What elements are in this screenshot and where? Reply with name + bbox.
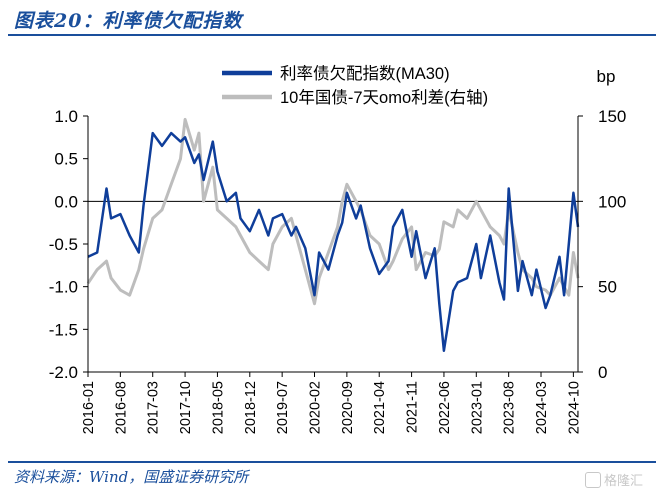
watermark-logo-icon bbox=[585, 472, 601, 488]
x-tick-label: 2016-08 bbox=[113, 381, 129, 434]
x-tick-label: 2023-08 bbox=[502, 381, 518, 434]
x-tick-label: 2018-05 bbox=[210, 381, 226, 434]
x-tick-label: 2021-11 bbox=[405, 381, 421, 433]
x-tick-label: 2020-09 bbox=[340, 381, 356, 434]
left-tick-label: -2.0 bbox=[49, 363, 78, 382]
legend-label: 10年国债-7天omo利差(右轴) bbox=[280, 88, 488, 107]
x-tick-label: 2022-06 bbox=[437, 381, 453, 434]
left-tick-label: 1.0 bbox=[54, 107, 78, 126]
left-tick-label: -1.5 bbox=[49, 320, 78, 339]
right-tick-label: 100 bbox=[598, 192, 626, 211]
x-tick-label: 2018-12 bbox=[243, 381, 259, 434]
right-tick-label: 0 bbox=[598, 363, 607, 382]
x-tick-label: 2016-01 bbox=[81, 381, 97, 434]
figure-title: 图表20：利率债欠配指数 bbox=[14, 10, 243, 32]
header-divider bbox=[8, 34, 656, 36]
x-tick-label: 2024-03 bbox=[534, 381, 550, 434]
left-tick-label: 0.0 bbox=[54, 192, 78, 211]
x-tick-label: 2024-10 bbox=[566, 381, 582, 434]
chart-area: 1.0 0.5 0.0 -0.5 -1.0 -1.5 -2.0 150 100 50 0 bp 2016… bbox=[49, 64, 627, 434]
right-tick-label: 150 bbox=[598, 107, 626, 126]
left-tick-label: 0.5 bbox=[54, 150, 78, 169]
right-axis-unit: bp bbox=[597, 67, 616, 86]
source-note: 资料来源：Wind，国盛证券研究所 bbox=[14, 468, 249, 486]
x-tick-label: 2020-02 bbox=[308, 381, 324, 434]
x-tick-label: 2017-10 bbox=[178, 381, 194, 434]
left-tick-label: -0.5 bbox=[49, 235, 78, 254]
x-tick-label: 2019-07 bbox=[275, 381, 291, 434]
series-layer bbox=[86, 117, 580, 352]
right-tick-label: 50 bbox=[598, 278, 617, 297]
footer-divider bbox=[8, 461, 656, 463]
figure-header: 图表20：利率债欠配指数 bbox=[0, 0, 664, 44]
x-tick-label: 2017-03 bbox=[146, 381, 162, 434]
axes: 1.0 0.5 0.0 -0.5 -1.0 -1.5 -2.0 150 100 50 0 bp 2016… bbox=[49, 67, 627, 434]
x-tick-label: 2021-04 bbox=[372, 381, 388, 434]
watermark-text: 格隆汇 bbox=[604, 474, 644, 489]
series-line-index bbox=[87, 131, 580, 352]
legend-label: 利率债欠配指数(MA30) bbox=[280, 64, 450, 83]
x-tick-label: 2023-01 bbox=[469, 381, 485, 434]
legend: 利率债欠配指数(MA30) 10年国债-7天omo利差(右轴) bbox=[222, 64, 488, 107]
left-tick-label: -1.0 bbox=[49, 278, 78, 297]
watermark: 格隆汇 bbox=[585, 470, 643, 489]
